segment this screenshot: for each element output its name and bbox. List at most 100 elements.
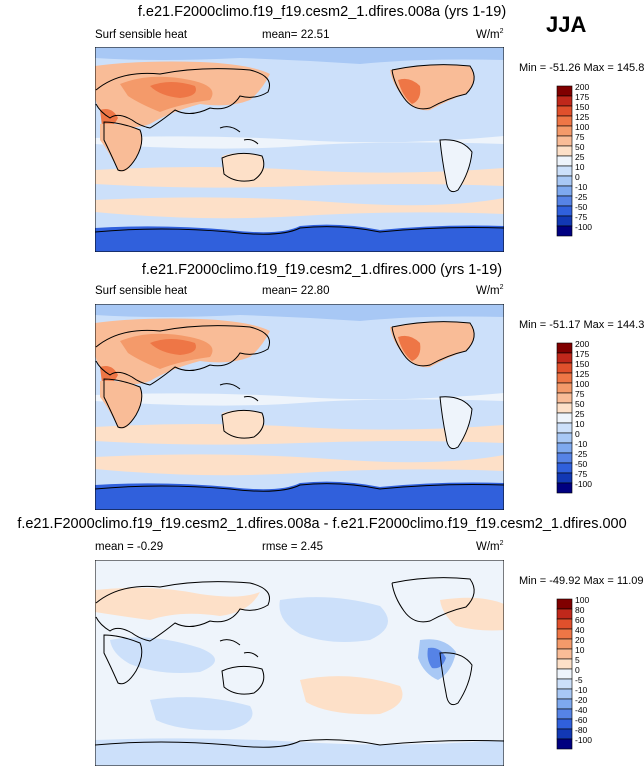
colorbar-1-box	[556, 215, 573, 227]
map-1-us-west-hot	[398, 78, 421, 104]
colorbar-3-tick-label: 100	[575, 595, 589, 605]
colorbar-3-tick-label: -40	[575, 705, 588, 715]
map-3-antarctica-band	[95, 738, 504, 766]
colorbar-2-box	[556, 382, 573, 394]
colorbar-1-box	[556, 195, 573, 207]
colorbar-1-box	[556, 155, 573, 167]
panel-1-min-max: Min = -51.26 Max = 145.81	[519, 62, 644, 74]
colorbar-2-tick-label: 100	[575, 379, 589, 389]
colorbar-3-tick-label: -60	[575, 715, 588, 725]
colorbar-3-box	[556, 688, 573, 700]
colorbar-1-box	[556, 95, 573, 107]
colorbar-3-tick-label: 0	[575, 665, 580, 675]
panel-3-min-max: Min = -49.92 Max = 11.09	[519, 575, 644, 587]
panel-3-mean-label: mean = -0.29	[95, 541, 164, 553]
colorbar-3-tick-label: 20	[575, 635, 585, 645]
colorbar-1-tick-label: 200	[575, 82, 589, 92]
colorbar-1-tick-label: -10	[575, 182, 588, 192]
colorbar-1-tick-label: -100	[575, 222, 592, 232]
panel-3-units: W/m2	[476, 540, 504, 553]
colorbar-2-box	[556, 462, 573, 474]
colorbar-3-box	[556, 718, 573, 730]
map-1-coastlines	[95, 64, 504, 235]
colorbar-1-box	[556, 175, 573, 187]
colorbar-1-box	[556, 185, 573, 197]
season-label: JJA	[546, 12, 587, 37]
map-3	[95, 560, 504, 766]
map-1-tibet-hot	[150, 82, 196, 98]
colorbar-3-box	[556, 628, 573, 640]
panel-2-units: W/m2	[476, 284, 504, 297]
colorbar-2-tick-label: -25	[575, 449, 588, 459]
panel-3-rmse-value: 2.45	[300, 541, 324, 553]
colorbar-3-box	[556, 638, 573, 650]
panel-2-title: f.e21.F2000climo.f19_f19.cesm2_1.dfires.…	[141, 262, 503, 278]
colorbar-2-tick-label: 200	[575, 339, 589, 349]
colorbars: 200175150125100755025100-10-25-50-75-100…	[556, 82, 592, 750]
panel-2-mean-value: 22.80	[300, 285, 330, 297]
map-3-coastlines	[95, 577, 504, 748]
map-3-patch-pacific-s	[300, 676, 403, 715]
map-3-patch-south-ocean	[150, 697, 253, 731]
colorbar-1-tick-label: 10	[575, 162, 585, 172]
colorbar-2-box	[556, 452, 573, 464]
panel-1-mean-value: 22.51	[300, 29, 330, 41]
map-3-patch-eurasia	[95, 587, 260, 620]
colorbar-2-tick-label: 125	[575, 369, 589, 379]
colorbar-3-box	[556, 708, 573, 720]
colorbar-2-box	[556, 432, 573, 444]
colorbar-1-box	[556, 135, 573, 147]
colorbar-2-tick-label: -100	[575, 479, 592, 489]
colorbar-3-tick-label: 40	[575, 625, 585, 635]
colorbar-2-box	[556, 392, 573, 404]
colorbar-1-tick-label: 0	[575, 172, 580, 182]
colorbar-3-tick-label: -80	[575, 725, 588, 735]
colorbar-1-tick-label: 150	[575, 102, 589, 112]
colorbar-1-tick-label: 25	[575, 152, 585, 162]
colorbar-3-tick-label: 5	[575, 655, 580, 665]
colorbar-2-box	[556, 372, 573, 384]
colorbar-1-box	[556, 105, 573, 117]
colorbar-3-box	[556, 658, 573, 670]
panel-2-mean-label: mean=	[262, 285, 298, 297]
colorbar-2-box	[556, 402, 573, 414]
panel-3-title: f.e21.F2000climo.f19_f19.cesm2_1.dfires.…	[17, 516, 627, 532]
colorbar-2-tick-label: 75	[575, 389, 585, 399]
colorbar-1-tick-label: 50	[575, 142, 585, 152]
map-2-coastlines	[95, 321, 504, 492]
colorbar-1-box	[556, 125, 573, 137]
map-3-patch-atlantic	[440, 597, 504, 631]
map-2-australia	[222, 410, 264, 439]
colorbar-2-box	[556, 482, 573, 494]
panel-1-mean-label: mean=	[262, 29, 298, 41]
colorbar-1-box	[556, 115, 573, 127]
colorbar-1-box	[556, 165, 573, 177]
colorbar-2-tick-label: -75	[575, 469, 588, 479]
colorbar-1-tick-label: -75	[575, 212, 588, 222]
map-1-africa	[100, 123, 143, 172]
panel-1-title: f.e21.F2000climo.f19_f19.cesm2_1.dfires.…	[137, 4, 507, 20]
panel-2-min-max: Min = -51.17 Max = 144.33	[519, 319, 644, 331]
map-2-africa	[100, 380, 143, 429]
colorbar-3-tick-label: 60	[575, 615, 585, 625]
colorbar-3-tick-label: -10	[575, 685, 588, 695]
colorbar-2-box	[556, 442, 573, 454]
panel-1-units: W/m2	[476, 28, 504, 41]
colorbar-3-box	[556, 608, 573, 620]
map-1-band-southern-ocean	[95, 197, 504, 219]
colorbar-2-tick-label: 10	[575, 419, 585, 429]
map-1-arctic	[95, 47, 504, 64]
map-2-band-tropics	[95, 393, 504, 406]
colorbar-2-tick-label: -10	[575, 439, 588, 449]
colorbar-1-box	[556, 145, 573, 157]
colorbar-2-box	[556, 472, 573, 484]
map-2-antarctica	[95, 481, 504, 510]
colorbar-3-box	[556, 648, 573, 660]
colorbar-2-tick-label: 150	[575, 359, 589, 369]
map-1-antarctica	[95, 224, 504, 252]
colorbar-1-tick-label: 75	[575, 132, 585, 142]
colorbar-1-tick-label: 175	[575, 92, 589, 102]
